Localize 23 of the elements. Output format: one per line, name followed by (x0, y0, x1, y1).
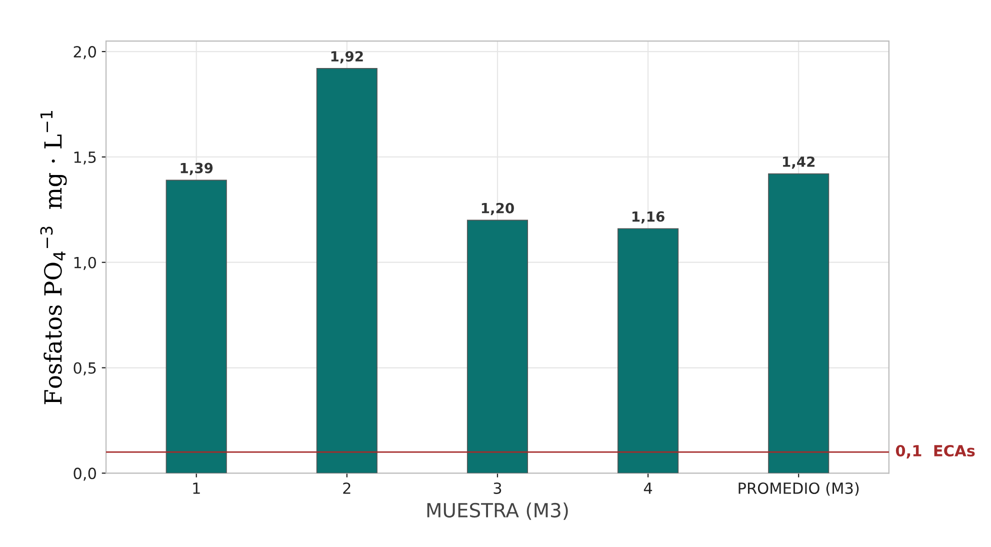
data-label: 1,42 (783, 156, 815, 169)
y-axis-title: Fosfatos PO$_{4}$$^{−3}$ mg · L$^{−1}$ (40, 110, 67, 404)
data-label: 1,39 (180, 162, 213, 176)
bar (166, 180, 227, 474)
x-tick-label: 4 (644, 482, 652, 494)
data-label: 1,92 (331, 51, 363, 64)
x-tick-label: 3 (494, 482, 502, 494)
bar (466, 220, 528, 474)
bar (316, 68, 378, 474)
y-tick-label: 1,5 (74, 152, 96, 165)
x-tick-label: 2 (343, 482, 350, 494)
bar (768, 173, 830, 474)
ref-line-label: 0,1 ECAs (896, 444, 975, 458)
x-axis-title: MUESTRA (M3) (427, 502, 568, 520)
data-label: 1,16 (632, 211, 664, 224)
y-tick-label: 0,5 (74, 362, 96, 376)
y-tick-label: 1,0 (74, 256, 96, 270)
bar (618, 228, 679, 474)
y-tick-label: 2,0 (74, 46, 96, 60)
y-tick-label: 0,0 (74, 468, 96, 481)
x-tick-label: PROMEDIO (M3) (738, 482, 859, 496)
data-label: 1,20 (482, 202, 514, 216)
x-tick-label: 1 (193, 482, 200, 494)
